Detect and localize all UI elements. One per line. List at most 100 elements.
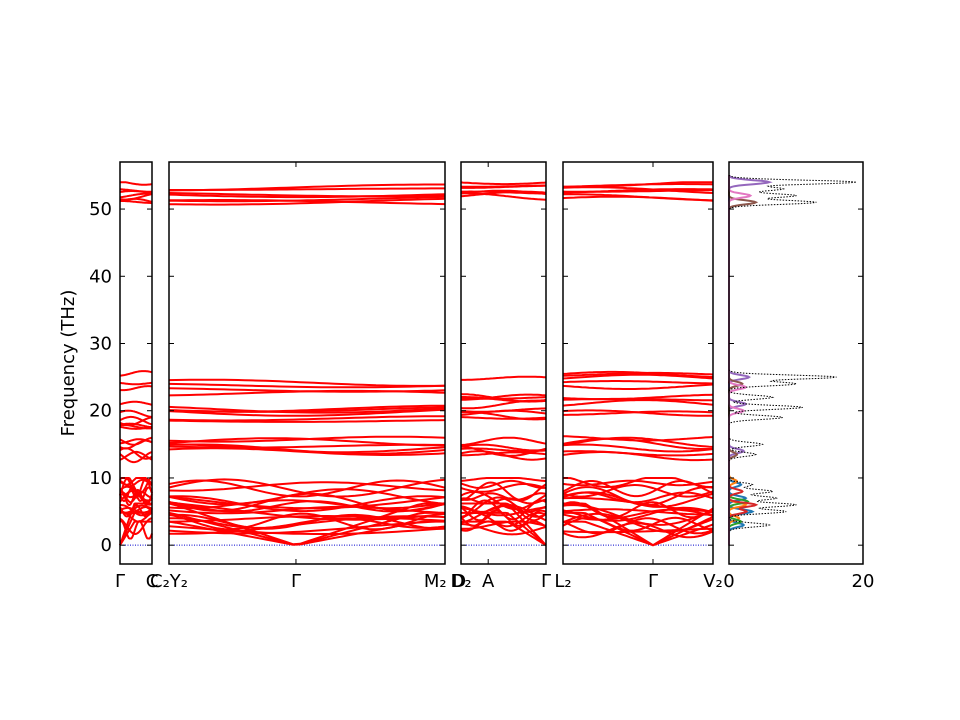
band-line (120, 181, 153, 186)
band-line (460, 192, 547, 201)
y-tick-label: 30 (89, 334, 112, 355)
band-line (460, 496, 547, 518)
band-line (562, 188, 714, 194)
band-line (120, 370, 153, 377)
band-line (119, 385, 153, 392)
panel-frame (460, 161, 547, 565)
dos-frame (728, 161, 864, 565)
band-panel-2: C₂Y₂ Γ M₂ D (150, 161, 466, 592)
dos-series-line (728, 175, 759, 546)
band-line (562, 486, 714, 507)
band-line (119, 511, 153, 523)
band-line (168, 387, 446, 393)
dos-x-tick-label: 0 (723, 571, 734, 592)
band-line (168, 197, 446, 206)
x-tick-label: V₂ (703, 571, 723, 592)
band-line (119, 517, 153, 536)
band-line (168, 405, 446, 414)
dos-total-line (728, 175, 857, 546)
band-panel-4: L₂ Γ V₂ (554, 161, 723, 592)
band-line (168, 408, 446, 417)
band-line (460, 407, 547, 413)
panel-frame (562, 161, 714, 565)
x-tick-label: Γ (115, 571, 125, 592)
band-line (168, 479, 446, 498)
band-line (119, 409, 152, 418)
band-panel-3: D₂ A Γ (450, 161, 551, 592)
band-line (460, 477, 547, 483)
band-line (460, 523, 547, 536)
band-line (562, 443, 714, 453)
dos-panel: 0 20 (723, 161, 875, 592)
band-line (562, 186, 714, 194)
band-line (119, 400, 153, 406)
band-line (168, 406, 446, 413)
dos-x-tick-label: 20 (852, 571, 875, 592)
band-line (119, 520, 153, 540)
x-tick-label: L₂ (554, 571, 571, 592)
band-line (168, 499, 446, 510)
band-line (460, 393, 547, 403)
y-tick-label: 40 (89, 266, 112, 287)
band-line (168, 505, 446, 515)
band-line (562, 508, 713, 516)
band-line (563, 193, 714, 202)
band-line (460, 479, 547, 489)
band-line (562, 435, 714, 442)
band-line (460, 504, 547, 524)
panel-frame (119, 161, 153, 565)
band-line (168, 195, 446, 203)
band-line (460, 181, 547, 186)
band-line (119, 192, 153, 199)
y-tick-label: 10 (89, 468, 112, 489)
band-line (562, 497, 714, 513)
dos-series-line (728, 175, 759, 546)
band-line (119, 451, 153, 464)
panel-frame (168, 161, 446, 565)
band-line (168, 419, 446, 423)
x-tick-label: M₂ D (424, 571, 466, 592)
band-line (460, 445, 547, 457)
band-line (460, 483, 547, 493)
band-line (563, 520, 714, 547)
band-line (461, 190, 546, 195)
band-line (168, 492, 446, 512)
x-tick-label: Γ (541, 571, 551, 592)
band-line (120, 199, 152, 204)
band-line (562, 451, 714, 462)
band-line (562, 508, 714, 521)
band-line (168, 382, 446, 389)
band-line (119, 477, 153, 486)
band-line (119, 450, 153, 461)
x-tick-label: C₂Y₂ (150, 571, 188, 592)
band-line (168, 525, 446, 535)
band-line (562, 522, 714, 539)
band-line (461, 184, 546, 189)
band-line (168, 183, 445, 192)
x-tick-label: A (482, 571, 495, 592)
x-tick-label: Γ (648, 571, 658, 592)
band-line (119, 190, 153, 195)
band-line (562, 483, 714, 498)
band-line (168, 378, 446, 387)
band-line (461, 416, 547, 420)
band-line (168, 443, 446, 449)
band-line (460, 492, 547, 501)
band-line (119, 503, 153, 517)
y-tick-label: 20 (89, 401, 112, 422)
y-tick-label: 0 (101, 535, 112, 556)
band-line (119, 506, 153, 514)
band-line (562, 399, 714, 407)
band-panel-1: Γ C 0 10 20 30 40 50 (89, 161, 158, 592)
band-line (119, 422, 153, 429)
band-line (562, 393, 714, 401)
band-line (168, 517, 446, 529)
band-line (168, 520, 446, 535)
y-axis-label: Frequency (THz) (58, 290, 79, 437)
band-line (562, 527, 714, 534)
band-line (119, 438, 153, 445)
band-line (461, 502, 547, 546)
band-line (119, 197, 153, 203)
band-line (562, 380, 714, 385)
band-line (562, 512, 714, 533)
